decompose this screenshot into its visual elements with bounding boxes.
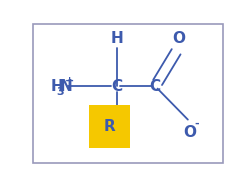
Text: R: R — [104, 119, 116, 134]
Text: -: - — [194, 119, 199, 129]
Text: 3: 3 — [56, 87, 64, 97]
Text: +: + — [65, 76, 74, 86]
Text: C: C — [111, 79, 122, 94]
Text: C: C — [150, 79, 161, 94]
Text: O: O — [184, 125, 196, 140]
Text: O: O — [172, 31, 185, 46]
Text: H: H — [110, 31, 123, 46]
Text: H: H — [50, 79, 64, 94]
Text: N: N — [59, 79, 72, 94]
Bar — [90, 105, 130, 148]
